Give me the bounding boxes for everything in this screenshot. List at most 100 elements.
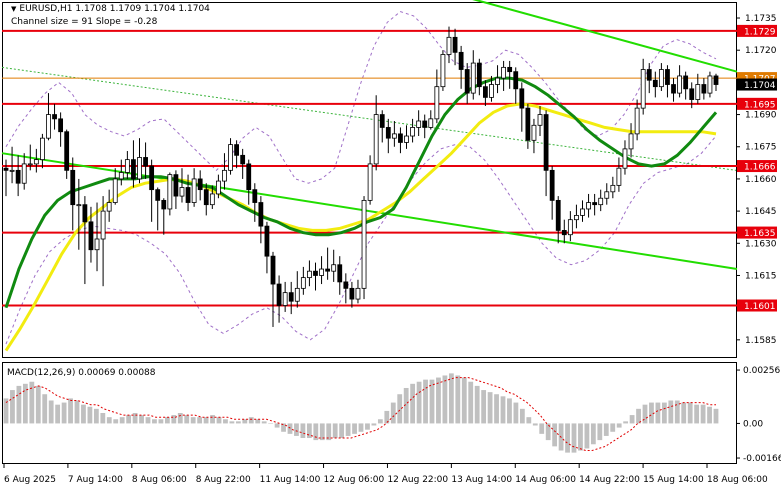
macd-histogram-bar xyxy=(210,415,215,424)
macd-histogram-bar xyxy=(223,419,228,424)
candle-body xyxy=(313,270,318,276)
price-tick-label: 1.1690 xyxy=(745,111,777,121)
candle-body xyxy=(282,292,288,306)
macd-histogram-bar xyxy=(390,402,396,424)
macd-histogram-bar xyxy=(339,423,345,439)
candle-body xyxy=(555,199,561,231)
time-tick-label: 12 Aug 22:00 xyxy=(387,475,448,485)
macd-histogram-bar xyxy=(42,394,48,424)
candle-body xyxy=(173,174,179,197)
candle-body xyxy=(3,167,9,171)
candle-body xyxy=(391,133,397,139)
candle-body xyxy=(149,165,155,191)
candle-body xyxy=(240,154,246,165)
macd-histogram-bar xyxy=(158,419,164,424)
candle-body xyxy=(264,225,270,257)
candle-body xyxy=(549,169,555,201)
macd-histogram-bar xyxy=(274,423,280,428)
candle-body xyxy=(222,169,227,182)
macd-histogram-bar xyxy=(132,413,138,424)
macd-histogram-bar xyxy=(636,408,641,424)
macd-histogram-bar xyxy=(603,423,609,436)
macd-histogram-bar xyxy=(255,419,261,424)
candle-body xyxy=(319,268,324,276)
candle-body xyxy=(537,114,543,126)
time-tick-label: 18 Aug 06:00 xyxy=(707,475,768,485)
candle-body xyxy=(118,172,124,180)
macd-histogram-bar xyxy=(300,423,306,439)
candle-body xyxy=(155,189,161,201)
macd-histogram-bar xyxy=(164,417,170,424)
macd-histogram-bar xyxy=(649,402,654,424)
macd-histogram-bar xyxy=(377,419,383,424)
macd-histogram-bar xyxy=(3,398,9,424)
price-tick-label: 1.1660 xyxy=(745,175,777,185)
macd-histogram-bar xyxy=(416,381,422,424)
macd-histogram-bar xyxy=(610,423,616,432)
macd-signal-line xyxy=(5,377,716,451)
candle-body xyxy=(88,221,94,251)
candle-body xyxy=(640,69,646,109)
macd-histogram-bar xyxy=(687,402,693,424)
price-tick-label: 1.1720 xyxy=(745,46,777,56)
candle-body xyxy=(695,84,701,100)
candle-body xyxy=(665,69,670,85)
candle-body xyxy=(410,127,415,137)
price-tick-label: 1.1615 xyxy=(745,271,777,281)
candle-body xyxy=(592,202,598,206)
macd-histogram-bar xyxy=(578,423,583,451)
macd-histogram-bar xyxy=(235,421,241,424)
macd-histogram-bar xyxy=(500,396,506,424)
time-tick-label: 6 Aug 2025 xyxy=(4,475,56,485)
candle-body xyxy=(464,69,470,94)
macd-tick-label: 0.00 xyxy=(743,419,763,429)
candle-body xyxy=(501,66,507,79)
macd-histogram-bar xyxy=(713,408,719,424)
level-price-tag: 1.1729 xyxy=(744,27,776,37)
candle-body xyxy=(21,163,27,184)
symbol-header: ▼ EURUSD,H1 1.1708 1.1709 1.1704 1.1704 xyxy=(11,4,210,14)
macd-histogram-bar xyxy=(22,383,28,424)
candle-body xyxy=(404,135,409,143)
macd-histogram-bar xyxy=(319,423,325,441)
candle-body xyxy=(379,114,385,128)
macd-histogram-bar xyxy=(371,423,377,426)
macd-histogram-bar xyxy=(113,419,119,424)
candle-body xyxy=(683,75,689,90)
candle-body xyxy=(70,169,76,206)
candle-body xyxy=(276,283,282,306)
candle-body xyxy=(677,75,682,94)
time-tick-label: 7 Aug 14:00 xyxy=(68,475,123,485)
time-tick-label: 11 Aug 14:00 xyxy=(260,475,321,485)
macd-histogram-bar xyxy=(332,423,338,439)
candle-body xyxy=(337,264,343,283)
candle-body xyxy=(179,187,185,197)
macd-histogram-bar xyxy=(597,423,603,441)
candle-body xyxy=(598,197,604,206)
candle-body xyxy=(361,199,367,289)
macd-histogram-bar xyxy=(35,385,41,424)
candle-body xyxy=(288,292,294,302)
macd-histogram-bar xyxy=(326,423,332,441)
candle-body xyxy=(567,219,573,236)
current-price-tag-box xyxy=(737,78,777,91)
level-price-tag: 1.1601 xyxy=(744,302,776,312)
macd-histogram-bar xyxy=(590,423,596,445)
channel-lower-line xyxy=(1,152,738,271)
candle-body xyxy=(489,84,494,98)
macd-histogram-bar xyxy=(461,377,467,424)
candle-body xyxy=(124,159,130,173)
candle-body xyxy=(416,120,422,128)
level-price-tag: 1.1666 xyxy=(744,163,776,173)
macd-histogram-bar xyxy=(423,379,428,424)
candle-body xyxy=(185,187,191,203)
macd-histogram-bar xyxy=(513,402,519,424)
macd-histogram-bar xyxy=(87,406,93,424)
macd-histogram-bar xyxy=(655,402,661,424)
candle-body xyxy=(27,163,33,166)
candle-body xyxy=(300,277,306,289)
candle-body xyxy=(15,169,21,184)
macd-histogram-bar xyxy=(29,381,35,424)
candle-body xyxy=(446,36,452,55)
candle-body xyxy=(483,86,488,98)
